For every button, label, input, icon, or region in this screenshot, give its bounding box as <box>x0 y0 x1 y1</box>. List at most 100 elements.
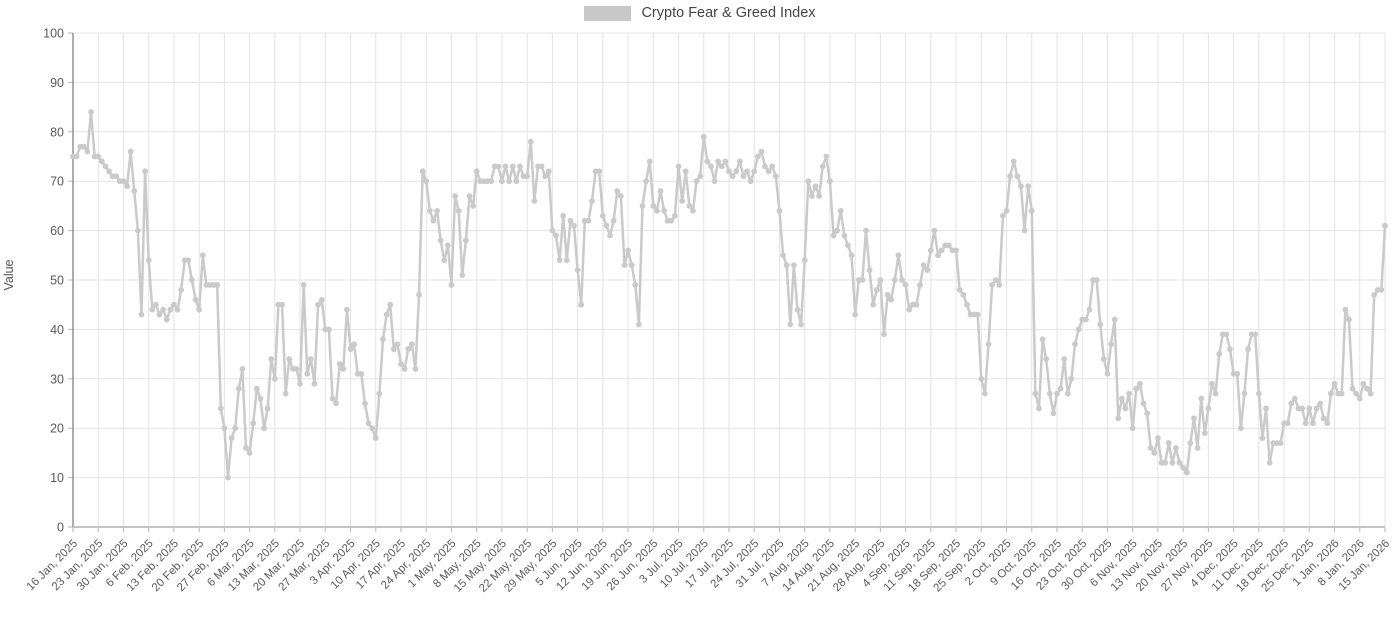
data-point <box>261 425 267 432</box>
data-point <box>538 163 545 170</box>
data-point <box>271 375 278 382</box>
data-point <box>1046 390 1053 397</box>
data-point <box>870 301 877 308</box>
data-point <box>762 163 768 170</box>
data-point <box>84 148 91 155</box>
data-point <box>311 380 318 387</box>
data-point <box>178 286 185 293</box>
data-point <box>1028 207 1035 214</box>
data-point <box>1100 356 1107 362</box>
data-point <box>430 217 437 224</box>
data-point <box>769 163 776 170</box>
data-point <box>214 282 221 288</box>
data-point <box>747 178 754 185</box>
data-point <box>628 262 635 269</box>
data-point <box>863 227 869 234</box>
data-point <box>650 203 657 209</box>
data-point <box>509 163 516 170</box>
data-point <box>153 301 159 308</box>
data-point <box>1338 390 1345 397</box>
data-point <box>517 163 523 170</box>
data-point <box>992 277 999 283</box>
data-point <box>304 370 311 377</box>
data-point <box>250 420 257 427</box>
data-point <box>553 232 559 239</box>
y-tick-label: 0 <box>57 521 64 535</box>
data-point <box>297 380 303 387</box>
data-point <box>877 277 884 283</box>
data-point <box>845 242 851 249</box>
data-point <box>524 173 531 180</box>
data-point <box>448 282 455 288</box>
data-point <box>953 247 959 254</box>
data-point <box>171 301 177 308</box>
data-point <box>1151 450 1158 456</box>
data-point <box>830 232 837 239</box>
data-point <box>1162 459 1169 466</box>
data-point <box>1288 400 1295 407</box>
data-point <box>801 257 808 264</box>
data-point <box>798 321 804 328</box>
data-point <box>1284 420 1291 427</box>
data-point <box>935 252 941 259</box>
data-point <box>120 178 127 185</box>
data-point <box>221 425 228 432</box>
data-point <box>1068 375 1075 382</box>
data-point <box>711 178 718 185</box>
data-point <box>654 207 660 214</box>
data-point <box>1245 346 1251 353</box>
data-point <box>473 168 480 175</box>
data-point <box>1237 425 1244 432</box>
data-point <box>603 222 610 229</box>
data-point <box>1299 405 1305 412</box>
data-point <box>823 153 830 160</box>
data-point <box>700 133 707 140</box>
y-tick-label: 100 <box>43 27 64 41</box>
data-point <box>646 158 653 165</box>
data-point <box>697 173 704 180</box>
data-point <box>1201 430 1208 437</box>
data-point <box>1036 405 1042 412</box>
data-point <box>163 316 170 323</box>
data-point <box>502 163 509 170</box>
data-point <box>722 158 729 165</box>
data-point <box>693 178 700 185</box>
data-point <box>300 282 307 288</box>
data-point <box>95 153 102 160</box>
data-point <box>387 301 394 308</box>
data-point <box>286 356 293 362</box>
data-point <box>138 311 145 318</box>
data-point <box>567 217 574 224</box>
data-point <box>88 109 94 115</box>
data-point <box>852 311 859 318</box>
data-point <box>672 212 678 219</box>
data-point <box>1205 405 1212 412</box>
data-point <box>938 247 945 254</box>
data-point <box>401 366 408 372</box>
data-point <box>455 207 462 214</box>
data-point <box>1183 469 1190 476</box>
data-point <box>513 178 520 185</box>
data-point <box>787 321 794 328</box>
data-point <box>329 395 336 402</box>
data-point <box>617 193 624 199</box>
data-point <box>124 183 130 190</box>
data-point <box>340 366 347 372</box>
data-point <box>426 207 433 214</box>
data-point <box>390 346 397 353</box>
data-point <box>462 237 469 244</box>
data-point <box>1118 395 1125 402</box>
data-point <box>1093 277 1100 283</box>
data-point <box>1259 435 1266 441</box>
data-point <box>639 203 646 209</box>
data-point <box>416 291 422 298</box>
data-point <box>783 262 790 269</box>
legend-item[interactable]: Crypto Fear & Greed Index <box>584 5 816 21</box>
data-point <box>866 267 873 274</box>
data-point <box>1194 445 1201 451</box>
data-point <box>1306 405 1313 412</box>
data-point <box>192 296 199 303</box>
y-tick-label: 50 <box>50 274 64 288</box>
data-point <box>488 178 495 185</box>
data-point <box>1382 222 1388 229</box>
